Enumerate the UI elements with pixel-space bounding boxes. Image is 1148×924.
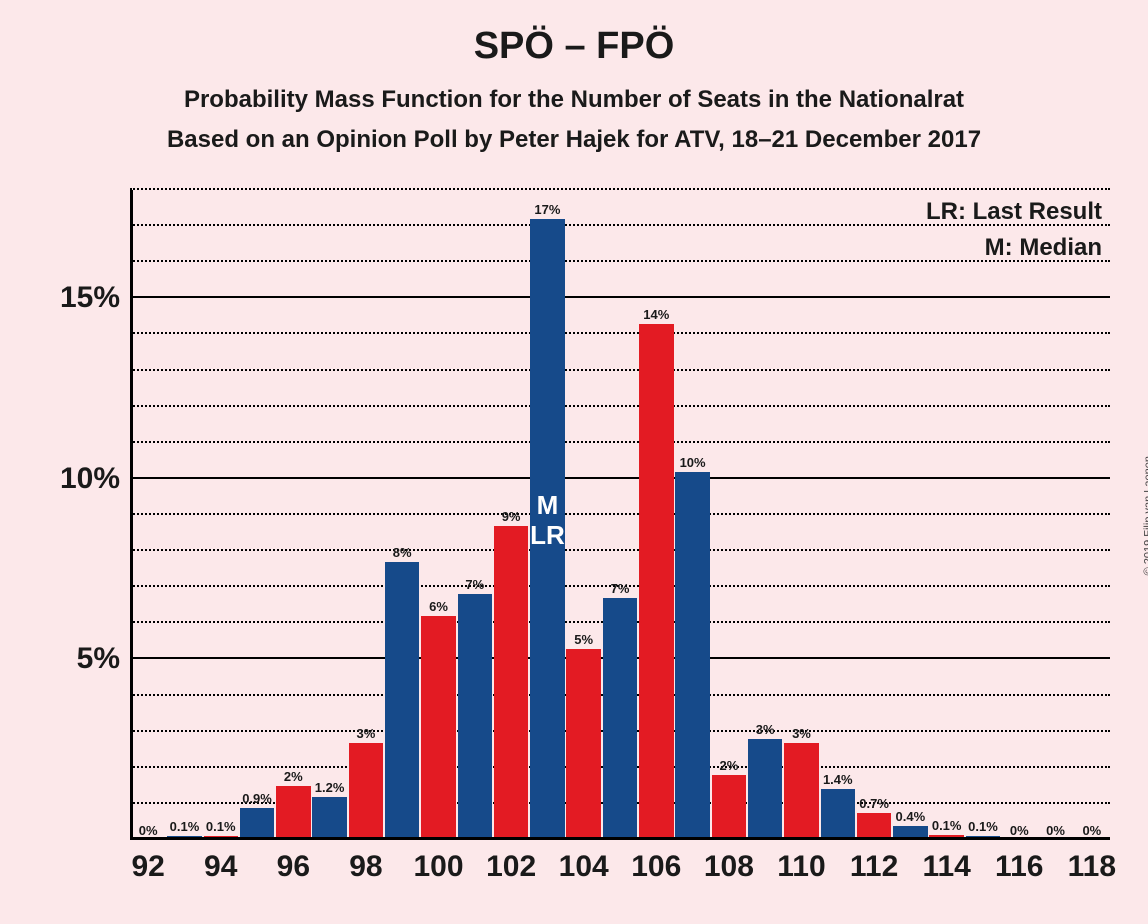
grid-minor	[130, 441, 1110, 443]
copyright-text: © 2019 Filip van Laenen	[1142, 456, 1148, 575]
bar: 2%	[276, 786, 310, 840]
bar-value-label: 0%	[1010, 823, 1029, 838]
grid-minor	[130, 405, 1110, 407]
grid-minor	[130, 513, 1110, 515]
bar-value-label: 6%	[429, 599, 448, 614]
bar-value-label: 1.2%	[315, 780, 345, 795]
marker-median: M	[507, 490, 587, 521]
bar: 3%	[748, 739, 782, 840]
bar-value-label: 8%	[393, 545, 412, 560]
bar-value-label: 7%	[611, 581, 630, 596]
bar: 7%	[458, 594, 492, 840]
grid-minor	[130, 549, 1110, 551]
xtick-label: 96	[277, 850, 310, 884]
marker-lastresult: LR	[507, 520, 587, 551]
bar-value-label: 0.1%	[206, 819, 236, 834]
chart-subtitle-1: Probability Mass Function for the Number…	[0, 86, 1148, 114]
grid-minor	[130, 188, 1110, 190]
ytick-label: 10%	[60, 462, 120, 496]
chart-title: SPÖ – FPÖ	[0, 0, 1148, 68]
bar: 7%	[603, 598, 637, 840]
x-axis	[130, 837, 1110, 840]
bar: 3%	[784, 743, 818, 841]
bar: 5%	[566, 649, 600, 840]
bar: 6%	[421, 616, 455, 840]
legend-lr: LR: Last Result	[926, 198, 1102, 226]
bar: 3%	[349, 743, 383, 841]
bar: 9%	[494, 526, 528, 840]
bar-value-label: 3%	[792, 726, 811, 741]
xtick-label: 108	[704, 850, 754, 884]
xtick-label: 118	[1068, 850, 1116, 884]
xtick-label: 104	[559, 850, 609, 884]
bar-value-label: 17%	[534, 202, 560, 217]
chart-subtitle-2: Based on an Opinion Poll by Peter Hajek …	[0, 126, 1148, 154]
bar: 14%	[639, 324, 673, 840]
bar-value-label: 0%	[139, 823, 158, 838]
xtick-label: 112	[850, 850, 898, 884]
bar-value-label: 0.1%	[932, 818, 962, 833]
bar-value-label: 0%	[1046, 823, 1065, 838]
bar-value-label: 0%	[1082, 823, 1101, 838]
grid-major	[130, 477, 1110, 479]
bar-value-label: 2%	[284, 769, 303, 784]
xtick-label: 110	[777, 850, 825, 884]
bar-value-label: 3%	[357, 726, 376, 741]
y-axis	[130, 190, 133, 840]
bar: 0.7%	[857, 813, 891, 840]
xtick-label: 98	[349, 850, 382, 884]
bar: 1.2%	[312, 797, 346, 840]
xtick-label: 102	[486, 850, 536, 884]
bar-value-label: 0.1%	[968, 819, 998, 834]
bar-value-label: 0.9%	[242, 791, 272, 806]
grid-minor	[130, 332, 1110, 334]
bar: 10%	[675, 472, 709, 840]
xtick-label: 100	[413, 850, 463, 884]
grid-minor	[130, 260, 1110, 262]
xtick-label: 114	[922, 850, 970, 884]
bar: 2%	[712, 775, 746, 840]
bar-value-label: 0.4%	[896, 809, 926, 824]
bar: 8%	[385, 562, 419, 840]
chart-plot-area: 5%10%15%0%0.1%0.1%0.9%2%1.2%3%8%6%7%9%17…	[130, 190, 1110, 840]
legend-m: M: Median	[985, 234, 1102, 262]
xtick-label: 92	[131, 850, 164, 884]
xtick-label: 106	[631, 850, 681, 884]
xtick-label: 116	[995, 850, 1043, 884]
xtick-label: 94	[204, 850, 237, 884]
bar-value-label: 1.4%	[823, 772, 853, 787]
bar-value-label: 10%	[680, 455, 706, 470]
grid-minor	[130, 369, 1110, 371]
bar-value-label: 5%	[574, 632, 593, 647]
bar: 1.4%	[821, 789, 855, 840]
bar-value-label: 2%	[719, 758, 738, 773]
bar-value-label: 0.1%	[170, 819, 200, 834]
bar-value-label: 0.7%	[859, 796, 889, 811]
ytick-label: 15%	[60, 281, 120, 315]
grid-major	[130, 296, 1110, 298]
bar: 0.9%	[240, 808, 274, 841]
bar-value-label: 14%	[643, 307, 669, 322]
ytick-label: 5%	[77, 642, 120, 676]
bar-value-label: 7%	[465, 577, 484, 592]
bar-value-label: 3%	[756, 722, 775, 737]
